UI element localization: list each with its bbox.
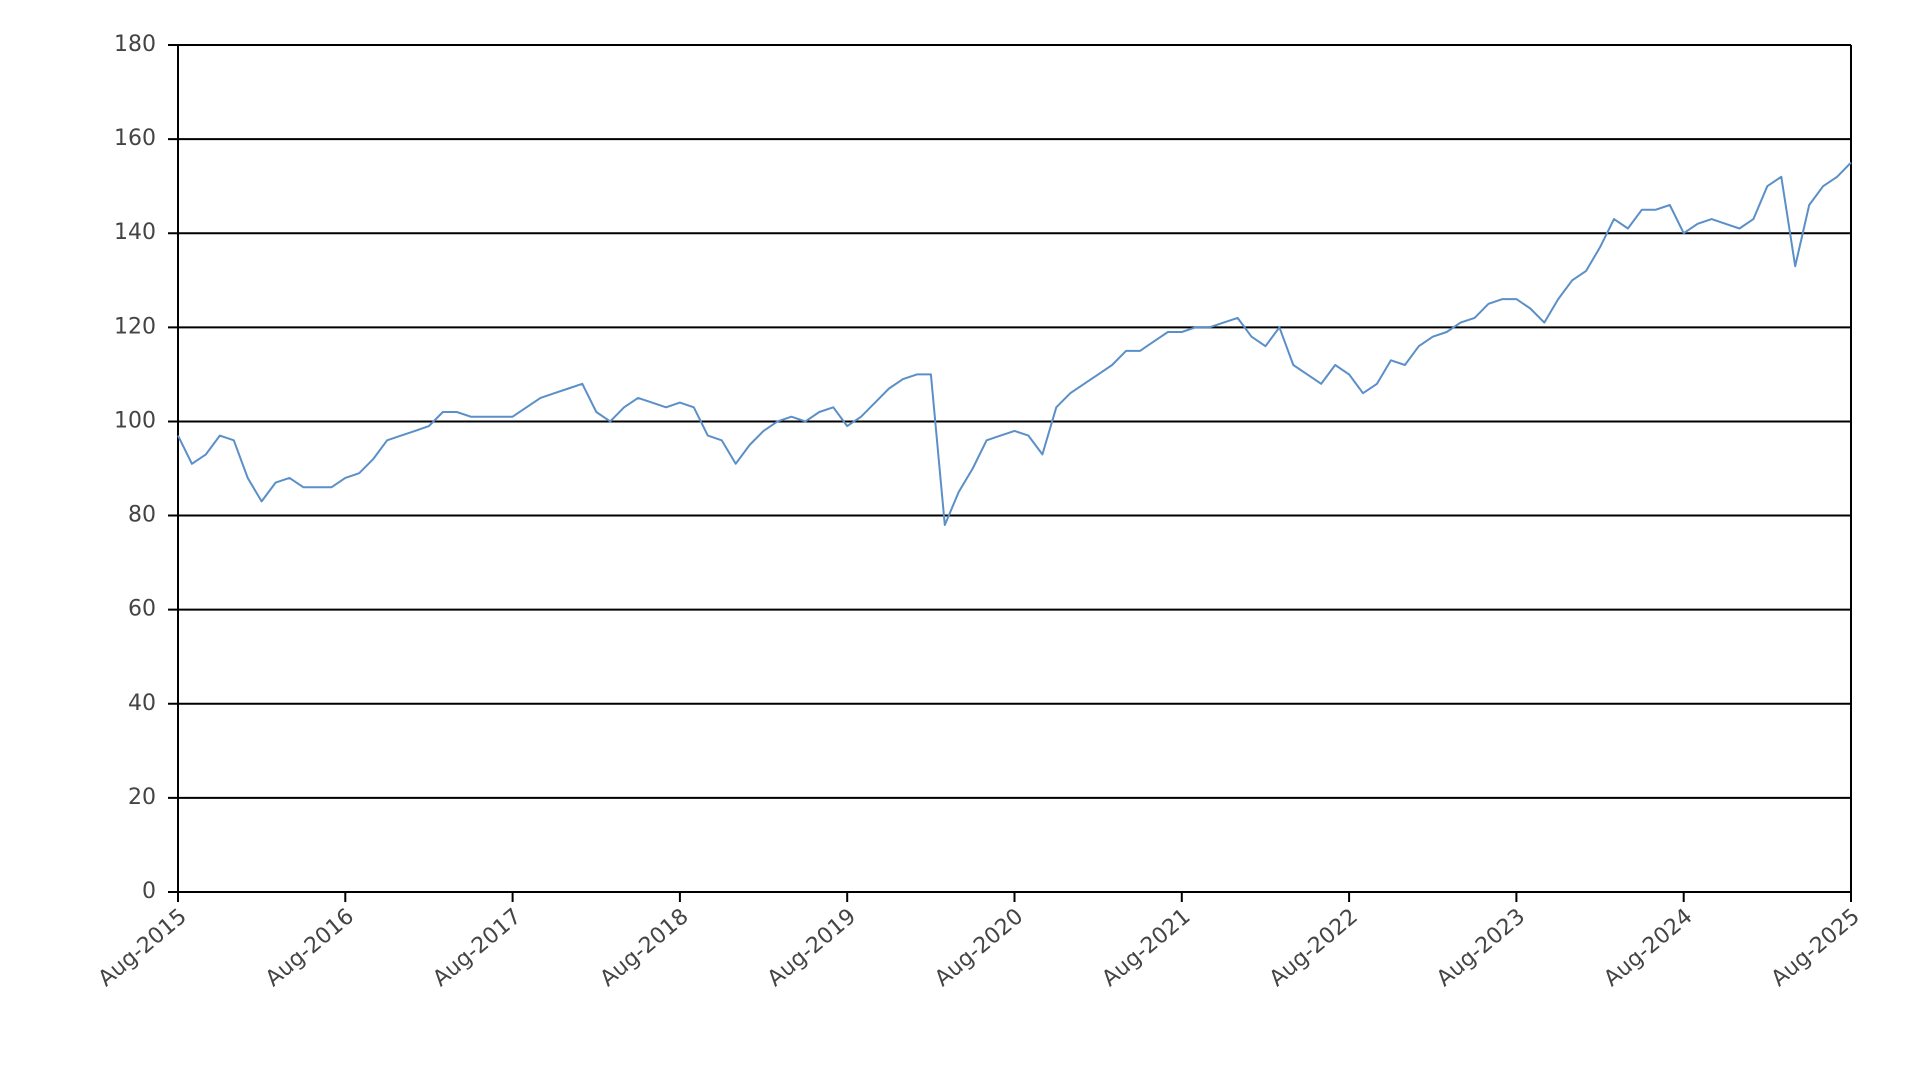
y-tick-label: 140 <box>114 220 156 245</box>
y-tick-label: 60 <box>128 597 156 622</box>
y-tick-label: 120 <box>114 314 156 339</box>
y-tick-label: 180 <box>114 32 156 57</box>
x-tick-label: Aug-2018 <box>596 904 694 992</box>
y-tick-label: 100 <box>114 408 156 433</box>
x-tick-label: Aug-2023 <box>1432 904 1530 992</box>
x-tick-label: Aug-2015 <box>94 904 192 992</box>
x-tick-label: Aug-2020 <box>930 904 1028 992</box>
x-tick-label: Aug-2024 <box>1599 904 1697 992</box>
y-tick-label: 0 <box>142 879 156 904</box>
x-tick-label: Aug-2025 <box>1767 904 1865 992</box>
x-tick-label: Aug-2017 <box>428 904 526 992</box>
y-tick-label: 20 <box>128 785 156 810</box>
x-tick-label: Aug-2022 <box>1265 904 1363 992</box>
x-tick-label: Aug-2021 <box>1098 904 1196 992</box>
x-tick-label: Aug-2019 <box>763 904 861 992</box>
y-tick-label: 160 <box>114 126 156 151</box>
y-tick-label: 40 <box>128 691 156 716</box>
data-line <box>177 161 1852 526</box>
y-tick-label: 80 <box>128 503 156 528</box>
x-tick-label: Aug-2016 <box>261 904 359 992</box>
